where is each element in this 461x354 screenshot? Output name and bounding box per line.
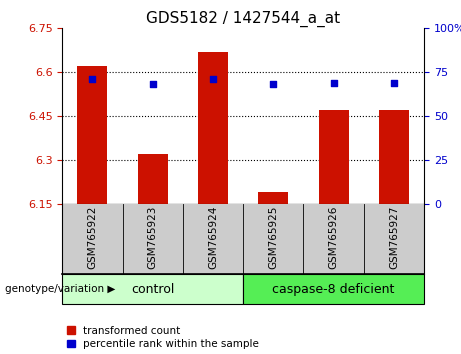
Text: control: control bbox=[131, 283, 174, 296]
Point bbox=[390, 80, 398, 85]
Bar bbox=[319, 110, 349, 204]
Title: GDS5182 / 1427544_a_at: GDS5182 / 1427544_a_at bbox=[146, 11, 340, 27]
Point bbox=[149, 81, 156, 87]
Text: GSM765924: GSM765924 bbox=[208, 206, 218, 269]
Bar bbox=[138, 154, 168, 204]
Text: GSM765926: GSM765926 bbox=[329, 206, 339, 269]
Text: genotype/variation ▶: genotype/variation ▶ bbox=[5, 284, 115, 295]
Bar bbox=[379, 110, 409, 204]
Point bbox=[209, 76, 217, 82]
Point bbox=[270, 81, 277, 87]
Text: GSM765922: GSM765922 bbox=[88, 206, 97, 269]
Bar bbox=[243, 274, 424, 304]
Bar bbox=[77, 66, 107, 204]
Text: GSM765927: GSM765927 bbox=[389, 206, 399, 269]
Text: GSM765923: GSM765923 bbox=[148, 206, 158, 269]
Point bbox=[330, 80, 337, 85]
Bar bbox=[198, 52, 228, 204]
Point bbox=[89, 76, 96, 82]
Bar bbox=[62, 274, 243, 304]
Text: GSM765925: GSM765925 bbox=[268, 206, 278, 269]
Text: caspase-8 deficient: caspase-8 deficient bbox=[272, 283, 395, 296]
Legend: transformed count, percentile rank within the sample: transformed count, percentile rank withi… bbox=[67, 326, 259, 349]
Bar bbox=[258, 192, 289, 204]
